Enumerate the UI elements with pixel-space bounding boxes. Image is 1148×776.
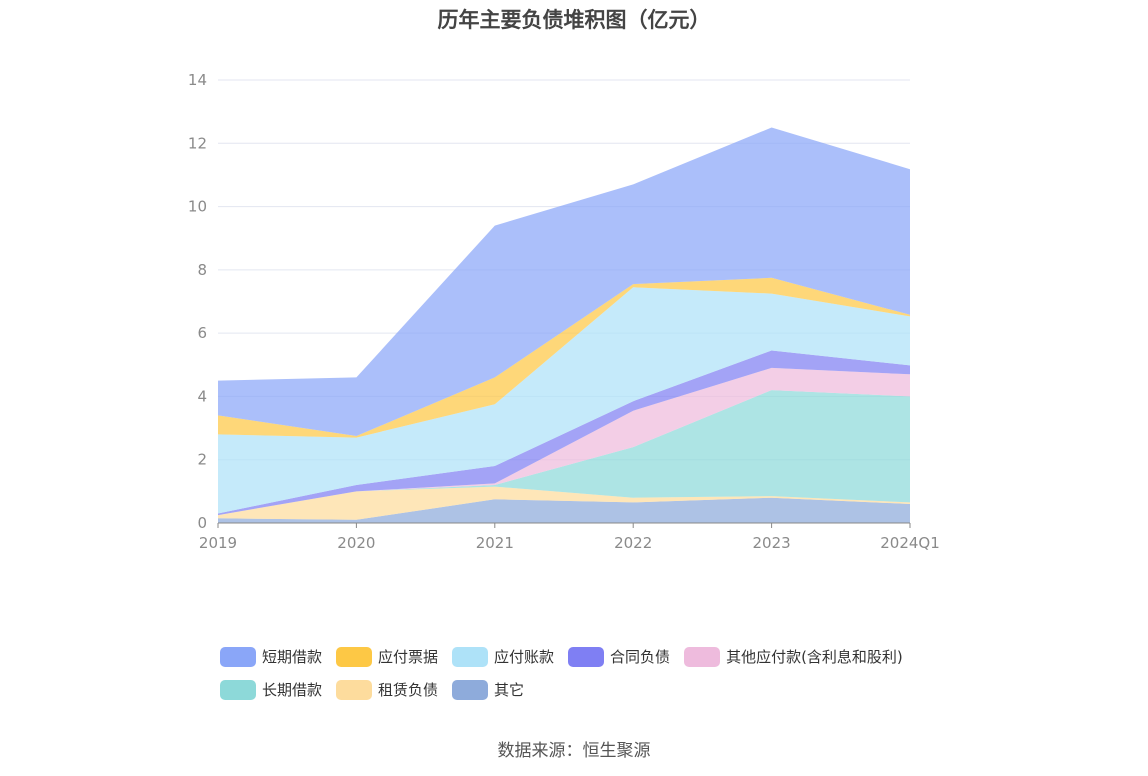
- legend-item[interactable]: 租赁负债: [336, 679, 438, 700]
- x-tick-label: 2021: [476, 534, 514, 552]
- legend: 短期借款 应付票据 应付账款 合同负债 其他应付款(含利息和股利) 长期借款 租赁负债 其它: [220, 640, 980, 706]
- legend-item[interactable]: 短期借款: [220, 646, 322, 667]
- area-series-0[interactable]: [218, 497, 910, 523]
- legend-swatch: [336, 679, 373, 700]
- legend-label: 合同负债: [610, 648, 671, 666]
- area-series-7[interactable]: [218, 127, 910, 437]
- x-tick-label: 2022: [614, 534, 652, 552]
- y-tick-label: 6: [197, 324, 207, 342]
- legend-label: 应付票据: [378, 648, 439, 666]
- legend-label: 应付账款: [494, 648, 555, 666]
- x-tick-label: 2024Q1: [880, 534, 940, 552]
- legend-swatch: [684, 646, 721, 667]
- legend-label: 租赁负债: [378, 681, 439, 699]
- area-series-1[interactable]: [218, 486, 910, 520]
- area-series-5[interactable]: [218, 287, 910, 514]
- legend-label: 其它: [494, 681, 525, 699]
- y-tick-label: 8: [197, 261, 207, 279]
- x-tick-label: 2019: [199, 534, 237, 552]
- area-series-4[interactable]: [218, 350, 910, 516]
- y-tick-label: 14: [188, 71, 207, 89]
- legend-swatch: [568, 646, 605, 667]
- y-tick-label: 0: [197, 514, 207, 532]
- area-series-3[interactable]: [218, 367, 910, 516]
- data-source-note: 数据来源：恒生聚源: [497, 741, 651, 761]
- legend-label: 长期借款: [262, 681, 323, 699]
- stacked-area-chart: 0 2 4 6 8 10 12 14 2019 2020 2021 2022 2023 2024Q1: [188, 71, 940, 552]
- legend-item[interactable]: 合同负债: [568, 646, 670, 667]
- legend-item[interactable]: 其它: [452, 679, 524, 700]
- legend-item[interactable]: 应付票据: [336, 646, 438, 667]
- legend-item[interactable]: 长期借款: [220, 679, 322, 700]
- y-tick-label: 2: [197, 451, 207, 469]
- y-tick-label: 12: [188, 134, 207, 152]
- chart-title: 历年主要负债堆积图（亿元）: [437, 8, 711, 32]
- legend-item[interactable]: 其他应付款(含利息和股利): [684, 646, 903, 667]
- area-series-2[interactable]: [218, 390, 910, 516]
- legend-swatch: [452, 679, 489, 700]
- legend-row: 长期借款 租赁负债 其它: [220, 673, 980, 706]
- legend-label: 其他应付款(含利息和股利): [726, 648, 903, 666]
- axis-layer: 0 2 4 6 8 10 12 14 2019 2020 2021 2022 2023 2024Q1: [188, 71, 940, 552]
- legend-swatch: [220, 646, 256, 667]
- area-layer: [218, 127, 910, 523]
- legend-swatch: [220, 679, 256, 700]
- x-tick-label: 2023: [753, 534, 791, 552]
- y-tick-label: 4: [197, 387, 207, 405]
- legend-swatch: [452, 646, 489, 667]
- y-tick-label: 10: [188, 198, 207, 216]
- legend-row: 短期借款 应付票据 应付账款 合同负债 其他应付款(含利息和股利): [220, 640, 980, 673]
- legend-swatch: [336, 646, 373, 667]
- x-tick-label: 2020: [337, 534, 375, 552]
- legend-label: 短期借款: [262, 648, 323, 666]
- legend-item[interactable]: 应付账款: [452, 646, 554, 667]
